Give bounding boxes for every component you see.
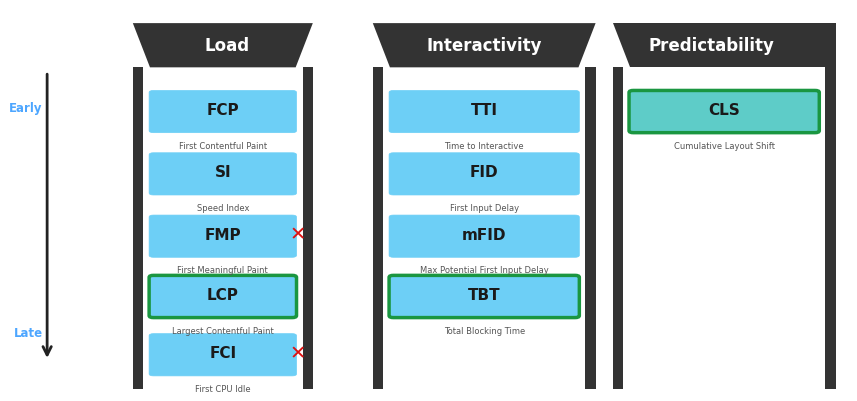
FancyBboxPatch shape — [149, 91, 297, 133]
FancyBboxPatch shape — [133, 68, 143, 389]
Text: ✕: ✕ — [289, 343, 306, 363]
Text: First Contentful Paint: First Contentful Paint — [179, 142, 267, 150]
Text: Time to Interactive: Time to Interactive — [445, 142, 524, 150]
FancyBboxPatch shape — [303, 68, 313, 389]
Text: FCI: FCI — [209, 345, 237, 360]
Text: Interactivity: Interactivity — [427, 37, 542, 55]
Text: Predictability: Predictability — [649, 37, 774, 55]
Text: TBT: TBT — [468, 287, 500, 302]
Text: Late: Late — [14, 326, 43, 339]
FancyBboxPatch shape — [629, 91, 819, 133]
FancyBboxPatch shape — [389, 276, 579, 318]
Polygon shape — [373, 24, 596, 68]
Text: SI: SI — [214, 165, 231, 180]
Polygon shape — [133, 24, 313, 68]
Text: Load: Load — [205, 37, 249, 55]
Text: Max Potential First Input Delay: Max Potential First Input Delay — [420, 266, 548, 275]
FancyBboxPatch shape — [389, 154, 579, 196]
Text: Largest Contentful Paint: Largest Contentful Paint — [172, 326, 273, 335]
FancyBboxPatch shape — [149, 334, 297, 376]
FancyBboxPatch shape — [825, 68, 836, 389]
Text: FID: FID — [470, 165, 499, 180]
Text: Early: Early — [9, 102, 43, 115]
Text: CLS: CLS — [708, 103, 740, 118]
FancyBboxPatch shape — [389, 216, 579, 258]
FancyBboxPatch shape — [149, 216, 297, 258]
Text: Cumulative Layout Shift: Cumulative Layout Shift — [674, 142, 775, 150]
Text: First Meaningful Paint: First Meaningful Paint — [177, 266, 268, 275]
FancyBboxPatch shape — [149, 154, 297, 196]
FancyBboxPatch shape — [389, 91, 579, 133]
Text: FMP: FMP — [205, 227, 241, 242]
FancyBboxPatch shape — [373, 68, 383, 389]
Text: TTI: TTI — [470, 103, 498, 118]
FancyBboxPatch shape — [613, 68, 623, 389]
Text: Speed Index: Speed Index — [196, 204, 249, 213]
Text: ✕: ✕ — [289, 225, 306, 244]
Text: mFID: mFID — [462, 227, 506, 242]
FancyBboxPatch shape — [585, 68, 596, 389]
Text: Total Blocking Time: Total Blocking Time — [444, 326, 524, 335]
Text: FCP: FCP — [207, 103, 239, 118]
Text: LCP: LCP — [207, 287, 239, 302]
FancyBboxPatch shape — [149, 276, 297, 318]
Text: First Input Delay: First Input Delay — [450, 204, 518, 213]
Polygon shape — [613, 24, 836, 68]
Text: First CPU Idle: First CPU Idle — [195, 384, 250, 393]
